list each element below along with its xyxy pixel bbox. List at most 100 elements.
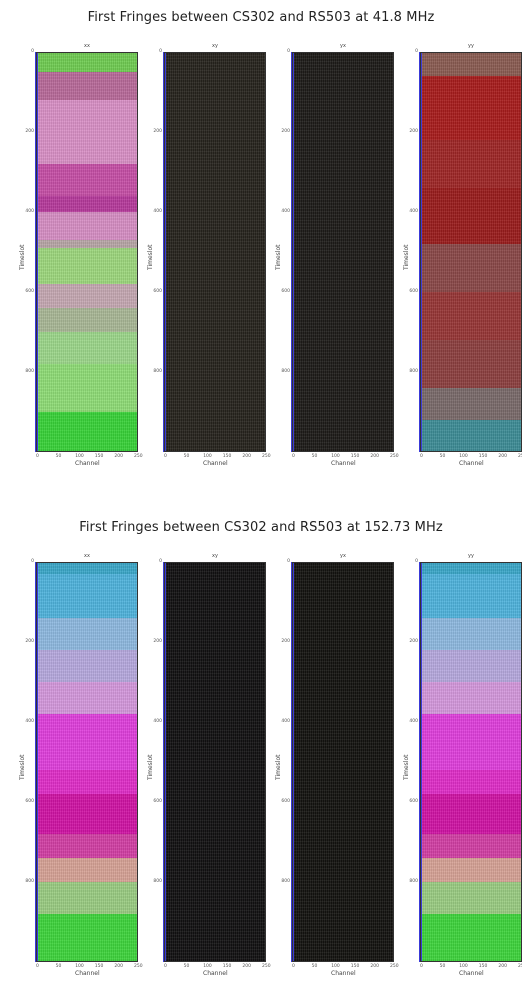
x-tick-label: 150 [478,964,488,969]
heatmap-band [164,52,266,452]
noise-texture [420,52,522,452]
axis-edge [419,562,422,962]
heatmap-panel-xy [164,562,266,962]
heatmap-band [420,794,522,834]
x-tick-label: 100 [331,454,340,459]
y-tick-label: 400 [25,719,34,724]
heatmap-band [420,76,522,140]
x-axis-label: Channel [75,970,100,977]
x-tick-label: 100 [459,964,468,969]
x-tick-label: 150 [350,964,360,969]
heatmap-band [292,562,394,962]
heatmap-band [36,72,138,100]
x-tick-label: 250 [134,964,143,969]
y-axis-label: Timeslot [275,244,282,271]
y-tick-label: 600 [153,289,162,294]
heatmap-band [36,882,138,914]
x-tick-label: 100 [75,964,84,969]
x-axis-label: Channel [459,460,484,467]
y-tick-label: 200 [409,129,418,134]
x-tick-label: 50 [55,964,62,969]
x-tick-label: 50 [55,454,62,459]
x-tick-label: 150 [94,454,104,459]
heatmap-band [36,52,138,72]
x-tick-label: 100 [203,454,212,459]
y-axis-label: Timeslot [147,244,154,271]
x-tick-label: 0 [420,964,423,969]
x-tick-label: 150 [478,454,488,459]
heatmap-band [420,618,522,650]
x-axis-label: Channel [331,460,356,467]
heatmap-band [420,188,522,244]
noise-texture [36,562,138,962]
axis-edge [291,562,294,962]
axis-edge [163,52,166,452]
heatmap-band [420,770,522,794]
y-tick-label: 600 [153,799,162,804]
x-tick-label: 50 [439,454,446,459]
heatmap-band [36,248,138,284]
heatmap-panel-yx [292,52,394,452]
x-tick-label: 50 [439,964,446,969]
heatmap-panel-xx [36,52,138,452]
y-axis-label: Timeslot [275,754,282,781]
axis-edge [291,52,294,452]
heatmap-band [36,100,138,164]
noise-texture [292,562,394,962]
x-tick-label: 100 [203,964,212,969]
noise-texture [164,52,266,452]
heatmap-band [36,914,138,962]
x-tick-label: 200 [242,964,251,969]
heatmap-band [36,240,138,248]
x-tick-label: 150 [222,964,232,969]
x-tick-label: 0 [420,454,423,459]
y-tick-label: 200 [25,639,34,644]
y-tick-label: 600 [409,799,418,804]
panel-title: yx [340,553,346,559]
x-tick-label: 250 [518,454,522,459]
x-tick-label: 100 [331,964,340,969]
heatmap-band [420,292,522,340]
x-tick-label: 0 [36,454,39,459]
y-tick-label: 400 [409,209,418,214]
heatmap-band [36,794,138,834]
x-axis-label: Channel [203,460,228,467]
y-tick-label: 0 [31,49,34,54]
heatmap-band [420,244,522,292]
x-tick-label: 150 [350,454,360,459]
axis-edge [35,52,38,452]
heatmap-band [36,212,138,240]
y-tick-label: 0 [415,559,418,564]
y-tick-label: 800 [281,879,290,884]
heatmap-band [36,714,138,770]
heatmap-band [36,682,138,714]
heatmap-band [36,332,138,364]
y-tick-label: 0 [159,49,162,54]
heatmap-band [36,858,138,882]
heatmap-band [36,164,138,196]
heatmap-band [36,770,138,794]
x-tick-label: 200 [498,454,507,459]
heatmap-band [36,284,138,308]
axis-edge [163,562,166,962]
y-tick-label: 0 [159,559,162,564]
x-tick-label: 250 [262,454,271,459]
x-tick-label: 50 [183,964,190,969]
y-tick-label: 600 [281,289,290,294]
heatmap-band [420,834,522,858]
y-tick-label: 800 [281,369,290,374]
x-tick-label: 0 [164,964,167,969]
y-tick-label: 400 [153,209,162,214]
y-tick-label: 200 [153,639,162,644]
y-axis-label: Timeslot [403,244,410,271]
y-tick-label: 0 [287,559,290,564]
x-tick-label: 250 [390,964,399,969]
heatmap-band [36,196,138,212]
y-tick-label: 400 [153,719,162,724]
x-tick-label: 150 [94,964,104,969]
y-tick-label: 200 [281,639,290,644]
heatmap-band [420,562,522,574]
heatmap-panel-yx [292,562,394,962]
heatmap-band [36,834,138,858]
panel-title: xx [84,43,90,49]
